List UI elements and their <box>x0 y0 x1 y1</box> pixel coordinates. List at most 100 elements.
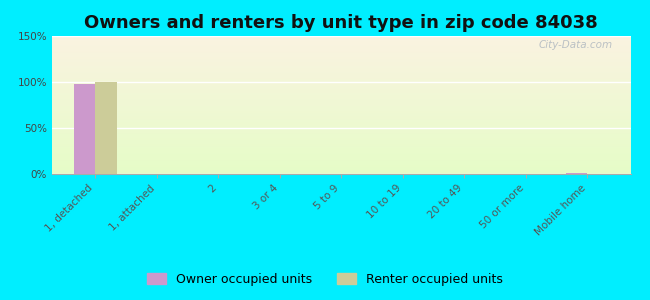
Legend: Owner occupied units, Renter occupied units: Owner occupied units, Renter occupied un… <box>142 268 508 291</box>
Bar <box>52 59 630 60</box>
Bar <box>52 96 630 97</box>
Bar <box>52 52 630 53</box>
Bar <box>52 82 630 83</box>
Bar <box>52 173 630 174</box>
Bar <box>52 120 630 121</box>
Bar <box>52 69 630 70</box>
Bar <box>52 85 630 86</box>
Bar <box>52 111 630 112</box>
Bar <box>52 91 630 92</box>
Bar <box>52 169 630 170</box>
Title: Owners and renters by unit type in zip code 84038: Owners and renters by unit type in zip c… <box>84 14 598 32</box>
Bar <box>52 98 630 99</box>
Bar <box>52 73 630 74</box>
Bar <box>52 146 630 147</box>
Bar <box>52 107 630 108</box>
Bar <box>52 37 630 38</box>
Bar <box>52 134 630 135</box>
Bar <box>52 50 630 51</box>
Bar <box>52 125 630 126</box>
Bar <box>52 56 630 57</box>
Bar <box>52 93 630 94</box>
Bar <box>52 102 630 103</box>
Bar <box>52 112 630 113</box>
Bar <box>52 84 630 85</box>
Bar <box>95 82 116 174</box>
Bar <box>52 54 630 55</box>
Bar <box>52 101 630 102</box>
Bar <box>52 92 630 93</box>
Bar <box>52 53 630 54</box>
Bar <box>52 157 630 158</box>
Bar <box>52 163 630 164</box>
Bar <box>52 104 630 105</box>
Bar <box>52 67 630 68</box>
Bar <box>52 124 630 125</box>
Bar <box>52 147 630 148</box>
Bar <box>52 153 630 154</box>
Bar <box>52 133 630 134</box>
Bar <box>52 60 630 61</box>
Bar <box>52 47 630 48</box>
Bar <box>52 78 630 79</box>
Bar <box>52 126 630 127</box>
Bar <box>52 139 630 140</box>
Bar <box>52 90 630 91</box>
Bar <box>52 65 630 66</box>
Bar <box>52 46 630 47</box>
Bar <box>52 40 630 41</box>
Bar <box>52 132 630 133</box>
Bar <box>52 159 630 160</box>
Bar <box>52 89 630 90</box>
Bar <box>52 103 630 104</box>
Bar <box>52 135 630 136</box>
Bar <box>52 66 630 67</box>
Bar <box>52 137 630 138</box>
Bar <box>52 156 630 157</box>
Bar <box>52 55 630 56</box>
Bar <box>52 105 630 106</box>
Bar <box>52 150 630 151</box>
Bar <box>52 145 630 146</box>
Bar <box>52 151 630 152</box>
Bar <box>52 162 630 163</box>
Bar <box>52 148 630 149</box>
Bar <box>52 164 630 165</box>
Bar <box>52 71 630 72</box>
Bar <box>52 44 630 45</box>
Bar <box>52 152 630 153</box>
Bar <box>52 108 630 109</box>
Bar <box>52 76 630 77</box>
Bar <box>52 117 630 118</box>
Bar <box>52 131 630 132</box>
Bar <box>52 123 630 124</box>
Bar <box>52 166 630 167</box>
Bar <box>52 129 630 130</box>
Bar <box>52 36 630 37</box>
Bar <box>52 99 630 100</box>
Bar <box>52 154 630 155</box>
Bar <box>52 57 630 58</box>
Bar <box>52 88 630 89</box>
Bar <box>52 118 630 119</box>
Bar <box>52 61 630 62</box>
Bar <box>52 61 630 62</box>
Bar <box>52 122 630 123</box>
Bar <box>52 95 630 96</box>
Bar <box>52 114 630 115</box>
Bar <box>52 51 630 52</box>
Bar <box>52 75 630 76</box>
Bar <box>52 97 630 98</box>
Bar <box>52 80 630 81</box>
Bar <box>52 45 630 46</box>
Bar <box>52 168 630 169</box>
Bar <box>52 41 630 42</box>
Bar <box>52 170 630 171</box>
Bar <box>52 158 630 159</box>
Bar <box>52 74 630 75</box>
Bar <box>52 62 630 63</box>
Bar <box>52 70 630 71</box>
Bar <box>73 84 95 174</box>
Bar <box>52 161 630 162</box>
Bar <box>52 68 630 69</box>
